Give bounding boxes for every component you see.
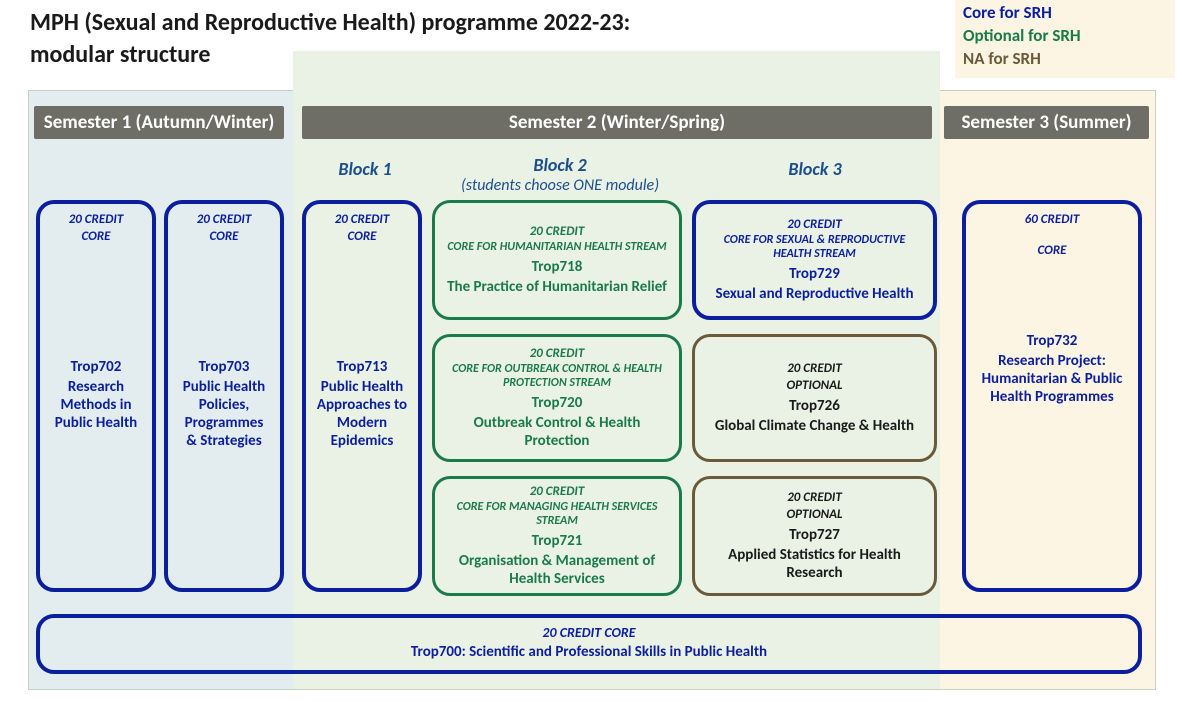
module-trop702: 20 CREDIT CORE Trop702 Research Methods … (36, 200, 156, 592)
trop718-code: Trop718 (532, 258, 583, 276)
trop702-credit: 20 CREDIT (69, 212, 124, 227)
trop702-name: Research Methods in Public Health (50, 378, 142, 432)
trop720-stream: CORE FOR OUTBREAK CONTROL & HEALTH PROTE… (445, 363, 669, 391)
block3-label: Block 3 (750, 158, 880, 180)
trop703-code: Trop703 (199, 358, 250, 376)
trop721-stream: CORE FOR MANAGING HEALTH SERVICES STREAM (445, 501, 669, 529)
module-trop721: 20 CREDIT CORE FOR MANAGING HEALTH SERVI… (432, 476, 682, 596)
trop726-type: OPTIONAL (786, 378, 842, 393)
legend-na: NA for SRH (963, 48, 1167, 71)
trop727-code: Trop727 (789, 526, 840, 544)
trop729-stream: CORE FOR SEXUAL & REPRODUCTIVE HEALTH ST… (706, 234, 923, 262)
trop721-code: Trop721 (532, 532, 583, 550)
trop726-code: Trop726 (789, 397, 840, 415)
trop732-type: CORE (1038, 243, 1067, 258)
trop720-credit: 20 CREDIT (530, 346, 585, 361)
trop721-credit: 20 CREDIT (530, 484, 585, 499)
trop718-name: The Practice of Humanitarian Relief (447, 278, 667, 296)
trop703-type: CORE (210, 229, 239, 244)
trop703-credit: 20 CREDIT (197, 212, 252, 227)
trop713-credit: 20 CREDIT (335, 212, 390, 227)
module-trop720: 20 CREDIT CORE FOR OUTBREAK CONTROL & HE… (432, 334, 682, 462)
sem2-header: Semester 2 (Winter/Spring) (302, 106, 932, 139)
module-trop703: 20 CREDIT CORE Trop703 Public Health Pol… (164, 200, 284, 592)
trop702-code: Trop702 (71, 358, 122, 376)
page-title-line1: MPH (Sexual and Reproductive Health) pro… (30, 8, 630, 38)
trop726-name: Global Climate Change & Health (715, 417, 914, 435)
module-trop726: 20 CREDIT OPTIONAL Trop726 Global Climat… (692, 334, 937, 462)
legend-core: Core for SRH (963, 2, 1167, 25)
trop702-type: CORE (82, 229, 111, 244)
trop727-type: OPTIONAL (786, 507, 842, 522)
module-trop700: 20 CREDIT CORE Trop700: Scientific and P… (36, 614, 1142, 674)
trop703-name: Public Health Policies, Programmes & Str… (178, 378, 270, 450)
trop721-name: Organisation & Management of Health Serv… (445, 552, 669, 588)
trop700-credit: 20 CREDIT CORE (46, 624, 1132, 641)
block1-label: Block 1 (310, 158, 420, 180)
module-trop718: 20 CREDIT CORE FOR HUMANITARIAN HEALTH S… (432, 200, 682, 320)
trop726-credit: 20 CREDIT (787, 361, 842, 376)
trop729-credit: 20 CREDIT (787, 217, 842, 232)
trop700-text: Trop700: Scientific and Professional Ski… (46, 643, 1132, 661)
page-title-line2: modular structure (30, 40, 211, 70)
trop729-code: Trop729 (789, 265, 840, 283)
sem1-header: Semester 1 (Autumn/Winter) (34, 106, 284, 139)
module-trop727: 20 CREDIT OPTIONAL Trop727 Applied Stati… (692, 476, 937, 596)
trop720-name: Outbreak Control & Health Protection (445, 414, 669, 450)
trop732-credit: 60 CREDIT (1025, 212, 1080, 227)
module-trop713: 20 CREDIT CORE Trop713 Public Health App… (302, 200, 422, 592)
block2-label: Block 2 (440, 154, 680, 176)
trop713-name: Public Health Approaches to Modern Epide… (316, 378, 408, 450)
block2-sublabel: (students choose ONE module) (430, 176, 690, 195)
trop732-name: Research Project: Humanitarian & Public … (976, 352, 1128, 406)
trop718-credit: 20 CREDIT (530, 224, 585, 239)
trop720-code: Trop720 (532, 394, 583, 412)
legend-optional: Optional for SRH (963, 25, 1167, 48)
trop727-name: Applied Statistics for Health Research (705, 546, 924, 582)
trop713-type: CORE (348, 229, 377, 244)
trop732-code: Trop732 (1027, 332, 1078, 350)
module-trop732: 60 CREDIT CORE Trop732 Research Project:… (962, 200, 1142, 592)
sem3-header: Semester 3 (Summer) (944, 106, 1149, 139)
legend: Core for SRH Optional for SRH NA for SRH (955, 0, 1175, 78)
module-trop729: 20 CREDIT CORE FOR SEXUAL & REPRODUCTIVE… (692, 200, 937, 320)
trop727-credit: 20 CREDIT (787, 490, 842, 505)
trop718-stream: CORE FOR HUMANITARIAN HEALTH STREAM (447, 241, 666, 255)
trop729-name: Sexual and Reproductive Health (715, 285, 913, 303)
trop713-code: Trop713 (337, 358, 388, 376)
